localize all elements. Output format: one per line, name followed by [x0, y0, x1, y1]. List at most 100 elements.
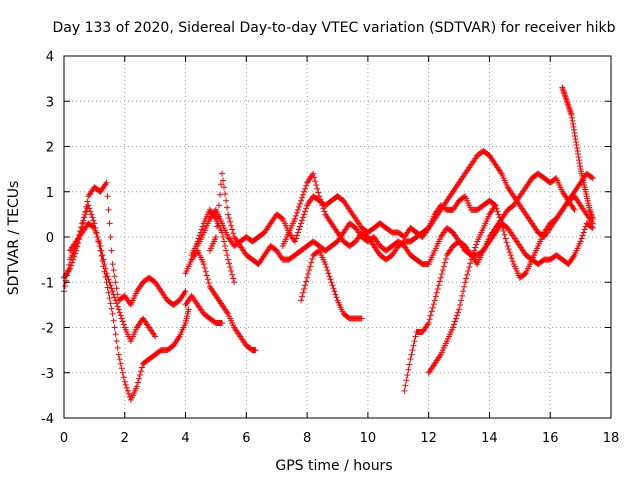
- data-point: [113, 285, 120, 292]
- data-point: [124, 387, 131, 394]
- data-point: [437, 274, 444, 281]
- data-point: [303, 278, 310, 285]
- data-point: [573, 141, 580, 148]
- series-track-l: [425, 193, 596, 376]
- data-point: [468, 256, 475, 263]
- data-point: [225, 256, 232, 263]
- data-point: [92, 227, 99, 234]
- data-point: [432, 293, 439, 300]
- data-point: [296, 203, 303, 210]
- data-point: [565, 104, 572, 111]
- data-point: [503, 239, 510, 246]
- data-point: [403, 377, 410, 384]
- data-point: [429, 304, 436, 311]
- data-point: [231, 279, 238, 286]
- data-point: [463, 275, 470, 282]
- data-point: [402, 382, 409, 389]
- data-point: [426, 316, 433, 323]
- data-point: [109, 261, 116, 268]
- data-point: [199, 223, 206, 230]
- data-point: [84, 198, 91, 205]
- data-point: [409, 347, 416, 354]
- y-axis-label: SDTVAR / TECUs: [6, 181, 22, 296]
- data-point: [222, 191, 229, 198]
- data-point: [104, 193, 111, 200]
- data-point: [497, 217, 504, 224]
- data-point: [64, 272, 71, 279]
- data-point: [456, 306, 463, 313]
- data-point: [222, 243, 229, 250]
- data-point: [304, 274, 311, 281]
- data-point: [221, 184, 228, 191]
- data-point: [573, 138, 580, 145]
- data-point: [332, 291, 339, 298]
- data-point: [317, 196, 324, 203]
- data-point: [97, 243, 104, 250]
- data-point: [110, 317, 117, 324]
- data-point: [294, 229, 301, 236]
- data-point: [453, 315, 460, 322]
- data-point: [296, 226, 303, 233]
- data-point: [509, 258, 516, 265]
- data-point: [200, 261, 207, 268]
- data-point: [571, 206, 578, 213]
- x-tick-label: 12: [420, 431, 437, 446]
- data-point: [89, 214, 96, 221]
- data-point: [182, 288, 189, 295]
- series-track-d: [182, 247, 259, 354]
- data-point: [405, 366, 412, 373]
- data-point: [406, 361, 413, 368]
- data-point: [302, 208, 309, 215]
- data-point: [108, 247, 115, 254]
- data-point: [328, 279, 335, 286]
- data-point: [329, 282, 336, 289]
- data-point: [81, 214, 88, 221]
- data-point: [326, 273, 333, 280]
- y-tick-label: -2: [41, 322, 54, 337]
- data-point: [302, 282, 309, 289]
- data-point: [564, 99, 571, 106]
- data-point: [313, 181, 320, 188]
- data-point: [102, 265, 109, 272]
- data-point: [507, 252, 514, 259]
- data-point: [302, 185, 309, 192]
- data-point: [293, 209, 300, 216]
- data-point: [321, 208, 328, 215]
- y-tick-label: 0: [46, 231, 54, 246]
- data-point: [219, 170, 226, 177]
- data-point: [570, 123, 577, 130]
- data-point: [470, 250, 477, 257]
- data-point: [112, 297, 119, 304]
- data-point: [410, 342, 417, 349]
- data-point: [120, 374, 127, 381]
- data-point: [152, 333, 159, 340]
- x-tick-label: 2: [121, 431, 129, 446]
- data-point: [299, 194, 306, 201]
- data-point: [69, 259, 76, 266]
- data-point: [78, 224, 85, 231]
- data-point: [561, 92, 568, 99]
- data-point: [563, 96, 570, 103]
- data-point: [579, 232, 586, 239]
- data-point: [562, 95, 569, 102]
- y-tick-label: 1: [46, 186, 54, 201]
- data-point: [559, 84, 566, 91]
- data-point: [567, 110, 574, 117]
- data-point: [435, 282, 442, 289]
- data-point: [203, 272, 210, 279]
- data-point: [569, 114, 576, 121]
- data-point: [436, 278, 443, 285]
- data-point: [574, 148, 581, 155]
- data-point: [318, 199, 325, 206]
- data-point: [106, 279, 113, 286]
- data-point: [589, 215, 596, 222]
- data-point: [94, 234, 101, 240]
- data-point: [227, 218, 234, 225]
- data-point: [306, 267, 313, 274]
- data-point: [88, 211, 95, 218]
- data-point: [218, 181, 225, 188]
- data-point: [563, 98, 570, 105]
- data-point: [460, 288, 467, 295]
- data-point: [492, 202, 499, 209]
- data-point: [303, 205, 310, 212]
